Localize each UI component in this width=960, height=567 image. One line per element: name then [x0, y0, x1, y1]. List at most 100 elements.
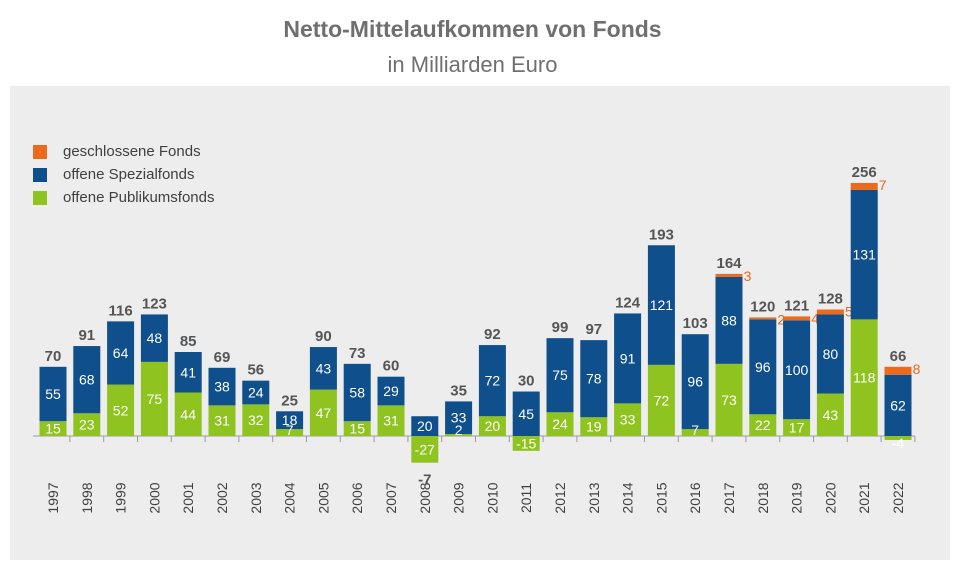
data-label-total: 92 — [484, 326, 501, 343]
x-tick-label: 1999 — [113, 482, 129, 513]
x-tick-label: 2022 — [890, 482, 906, 513]
data-label-total: -7 — [418, 472, 431, 489]
bar-publikum — [884, 436, 912, 440]
bar-spezial — [174, 351, 202, 393]
data-label-spezial: 58 — [349, 385, 365, 401]
data-label-geschlossene: 4 — [811, 310, 819, 326]
data-label-publikum: 72 — [654, 392, 670, 408]
x-tick-label: 2008 — [417, 482, 433, 513]
data-label-total: 103 — [683, 315, 708, 332]
data-label-publikum: -4 — [892, 435, 905, 451]
data-label-spezial: 38 — [214, 379, 230, 395]
data-label-publikum: 15 — [349, 421, 365, 437]
legend-item-publikum: offene Publikumsfonds — [33, 186, 215, 209]
x-tick-label: 2000 — [146, 482, 162, 513]
bar-spezial — [715, 276, 743, 364]
legend-label-geschlossene: geschlossene Fonds — [63, 143, 201, 160]
data-label-total: 85 — [180, 333, 197, 350]
bar-spezial — [39, 366, 67, 422]
bar-publikum — [783, 419, 811, 436]
data-label-total: 70 — [45, 348, 62, 365]
x-tick-label: 2021 — [856, 482, 872, 513]
x-tick-label: 2017 — [721, 482, 737, 513]
bar-spezial — [377, 376, 405, 406]
data-label-publikum: -27 — [415, 441, 435, 457]
data-label-total: 60 — [383, 358, 400, 375]
data-label-total: 35 — [450, 382, 467, 399]
x-tick-label: 2014 — [620, 482, 636, 513]
bar-publikum — [647, 364, 675, 436]
data-label-spezial: 96 — [755, 359, 771, 375]
bar-publikum — [546, 412, 574, 436]
data-label-spezial: 20 — [417, 418, 433, 434]
data-label-total: 124 — [615, 294, 641, 311]
data-label-geschlossene: 3 — [744, 268, 752, 284]
bar-publikum — [614, 403, 642, 436]
data-label-publikum: 23 — [79, 417, 95, 433]
bar-publikum — [445, 434, 473, 436]
bar-publikum — [715, 363, 743, 436]
data-label-spezial: 75 — [552, 367, 568, 383]
data-label-publikum: 73 — [721, 392, 737, 408]
x-tick-label: 2005 — [315, 482, 331, 513]
legend-swatch-spezial — [33, 167, 47, 182]
bar-spezial — [343, 363, 371, 422]
data-label-publikum: 47 — [316, 405, 332, 421]
bar-publikum — [276, 429, 304, 436]
bar-publikum — [39, 421, 67, 436]
data-label-total: 99 — [552, 319, 569, 336]
bar-geschlossene — [715, 273, 743, 277]
data-label-spezial: 43 — [316, 360, 332, 376]
bar-publikum — [411, 436, 439, 463]
bar-spezial — [816, 314, 844, 394]
bar-spezial — [749, 319, 777, 415]
legend-swatch-geschlossene — [33, 144, 47, 159]
data-label-publikum: 33 — [620, 412, 636, 428]
bar-publikum — [208, 405, 236, 436]
data-label-publikum: 52 — [113, 402, 129, 418]
data-label-spezial: 48 — [147, 330, 163, 346]
data-label-total: 91 — [78, 327, 95, 344]
bar-publikum — [749, 414, 777, 436]
data-label-spezial: 80 — [823, 346, 839, 362]
legend-item-spezial: offene Spezialfonds — [33, 163, 215, 186]
x-tick-label: 2003 — [248, 482, 264, 513]
bar-spezial — [73, 346, 101, 414]
data-label-total: 116 — [108, 302, 132, 319]
data-label-geschlossene: 7 — [879, 177, 887, 193]
data-label-total: 193 — [649, 226, 674, 243]
data-label-spezial: 62 — [890, 397, 906, 413]
bar-publikum — [850, 319, 878, 436]
legend-swatch-publikum — [33, 190, 47, 205]
data-label-publikum: 2 — [455, 422, 463, 438]
data-label-publikum: 43 — [823, 407, 839, 423]
bar-publikum — [681, 429, 709, 436]
data-label-publikum: 75 — [147, 391, 163, 407]
data-label-spezial: 18 — [282, 412, 298, 428]
x-tick-label: 2011 — [518, 483, 534, 513]
data-label-total: 120 — [750, 298, 775, 315]
legend-label-publikum: offene Publikumsfonds — [63, 189, 215, 206]
data-label-spezial: 96 — [687, 374, 703, 390]
data-label-spezial: 29 — [383, 383, 399, 399]
data-label-publikum: 7 — [286, 422, 294, 438]
x-tick-label: 2019 — [789, 482, 805, 513]
bar-spezial — [512, 391, 540, 436]
bar-spezial — [208, 367, 236, 406]
data-label-spezial: 91 — [620, 350, 636, 366]
bar-spezial — [681, 334, 709, 430]
bar-geschlossene — [884, 366, 912, 375]
data-label-total: 164 — [716, 255, 742, 272]
x-tick-label: 1998 — [79, 482, 95, 513]
bar-publikum — [242, 404, 270, 436]
data-label-publikum: 22 — [755, 417, 771, 433]
data-label-publikum: -15 — [516, 435, 536, 451]
x-tick-label: 2004 — [282, 482, 298, 513]
bar-publikum — [107, 384, 135, 436]
x-tick-label: 2016 — [687, 482, 703, 513]
bar-geschlossene — [783, 316, 811, 321]
bar-spezial — [647, 245, 675, 365]
data-label-total: 128 — [818, 291, 843, 308]
bar-geschlossene — [749, 317, 777, 320]
bar-spezial — [478, 345, 506, 417]
